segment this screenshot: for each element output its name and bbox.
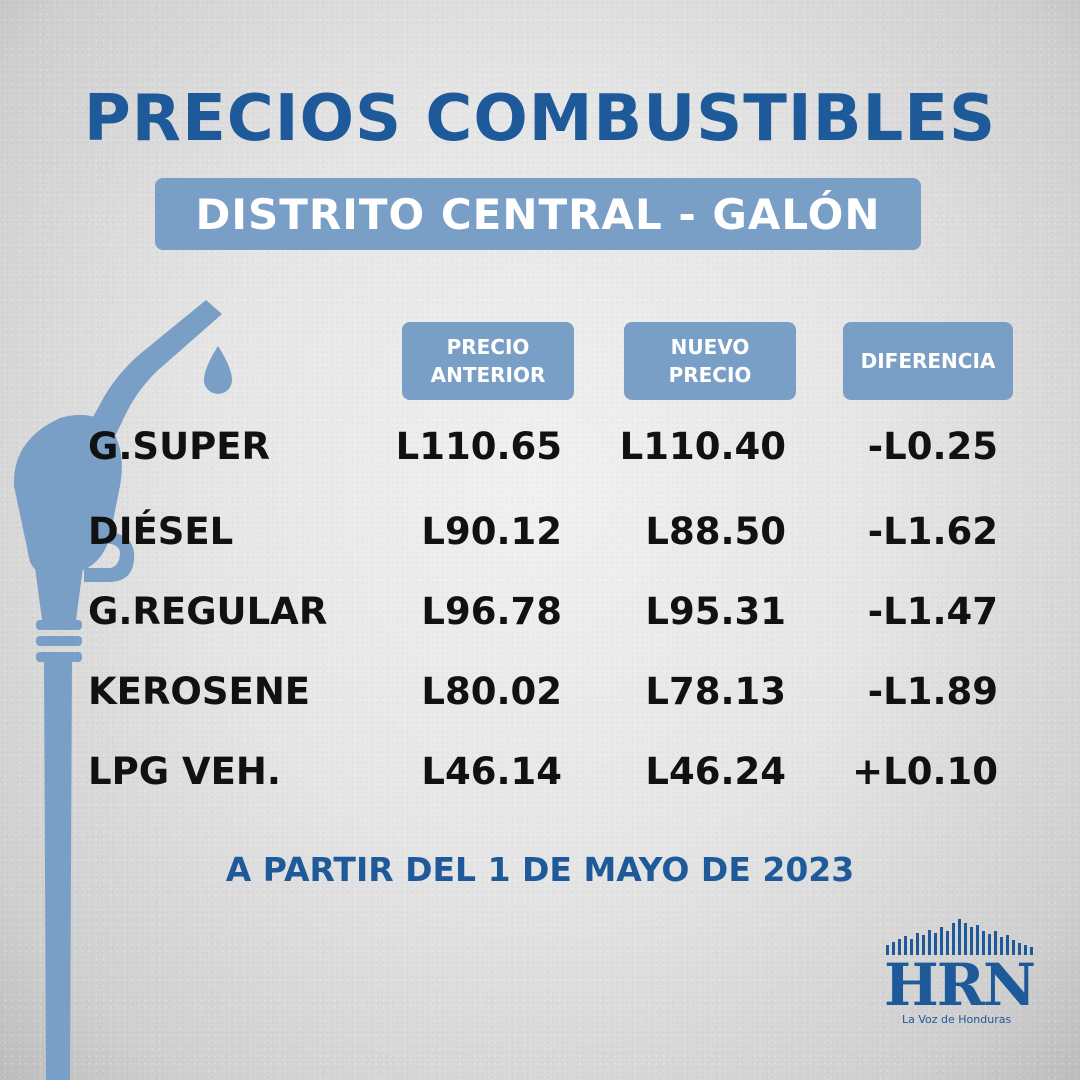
page-title: PRECIOS COMBUSTIBLES — [83, 82, 997, 156]
previous-price: L46.14 — [421, 750, 562, 793]
previous-price: L80.02 — [421, 670, 562, 713]
subtitle-banner: DISTRITO CENTRAL - GALÓN — [155, 178, 921, 250]
new-price: L95.31 — [645, 590, 786, 633]
fuel-name: G.SUPER — [88, 425, 271, 468]
price-difference: -L1.62 — [867, 510, 998, 553]
new-price: L46.24 — [645, 750, 786, 793]
column-header-difference: DIFERENCIA — [843, 322, 1013, 400]
fuel-nozzle-icon — [13, 300, 232, 1080]
fuel-name: DIÉSEL — [88, 510, 234, 553]
previous-price: L90.12 — [421, 510, 562, 553]
sound-bars-icon — [886, 919, 1033, 955]
subtitle: DISTRITO CENTRAL - GALÓN — [195, 189, 881, 239]
fuel-name: KEROSENE — [88, 670, 311, 713]
new-price: L110.40 — [619, 425, 786, 468]
fuel-name: LPG VEH. — [88, 750, 281, 793]
hrn-logo: HRN La Voz de Honduras — [878, 915, 1038, 1026]
new-price: L78.13 — [645, 670, 786, 713]
column-header-previous-price: PRECIO ANTERIOR — [402, 322, 574, 400]
fuel-drop-icon — [204, 346, 232, 394]
previous-price: L96.78 — [421, 590, 562, 633]
price-difference: +L0.10 — [852, 750, 998, 793]
price-difference: -L1.89 — [867, 670, 998, 713]
previous-price: L110.65 — [395, 425, 562, 468]
logo-tagline: La Voz de Honduras — [902, 1013, 1012, 1026]
fuel-name: G.REGULAR — [88, 590, 328, 633]
price-difference: -L0.25 — [867, 425, 998, 468]
effective-date: A PARTIR DEL 1 DE MAYO DE 2023 — [225, 850, 855, 889]
column-header-new-price: NUEVO PRECIO — [624, 322, 796, 400]
price-difference: -L1.47 — [867, 590, 998, 633]
new-price: L88.50 — [645, 510, 786, 553]
logo-wordmark: HRN — [884, 951, 1036, 1019]
